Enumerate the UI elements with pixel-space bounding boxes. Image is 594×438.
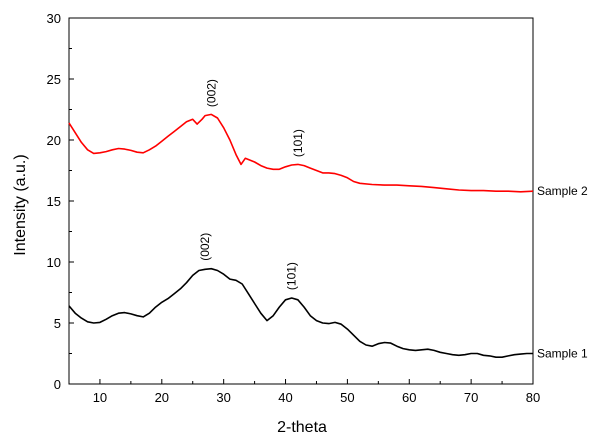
peak-annotation: (101): [291, 129, 305, 157]
y-axis-title: Intensity (a.u.): [12, 154, 29, 255]
x-tick-label: 70: [464, 390, 478, 405]
y-tick-label: 30: [47, 11, 61, 26]
x-tick-label: 30: [216, 390, 230, 405]
y-tick-label: 5: [54, 316, 61, 331]
x-tick-label: 40: [278, 390, 292, 405]
peak-annotation: (002): [204, 79, 218, 107]
y-tick-label: 0: [54, 377, 61, 392]
x-axis-ticks: 10 20 30 40 50 60 70 80: [68, 379, 540, 405]
series-label-layer: Sample 1 Sample 2: [537, 184, 588, 360]
plot-border: [68, 17, 534, 385]
series-line-2: [68, 113, 534, 193]
y-tick-label: 10: [47, 255, 61, 270]
series-layer: [68, 113, 534, 358]
peak-annotation: (101): [285, 262, 299, 290]
series-label-1: Sample 1: [537, 347, 588, 361]
x-tick-label: 20: [155, 390, 169, 405]
series-line-1: [68, 267, 533, 358]
annotation-layer: (002) (101) (002) (101): [198, 79, 305, 290]
y-tick-label: 25: [47, 72, 61, 87]
x-tick-label: 50: [340, 390, 354, 405]
y-tick-label: 20: [47, 133, 61, 148]
x-tick-label: 80: [526, 390, 540, 405]
y-axis-ticks: 0 5 10 15 20 25 30: [47, 11, 74, 392]
x-axis-title: 2-theta: [277, 419, 327, 436]
peak-annotation: (002): [198, 233, 212, 261]
x-tick-label: 10: [93, 390, 107, 405]
x-tick-label: 60: [402, 390, 416, 405]
plot-frame: [68, 17, 534, 385]
series-label-2: Sample 2: [537, 184, 588, 198]
y-tick-label: 15: [47, 194, 61, 209]
